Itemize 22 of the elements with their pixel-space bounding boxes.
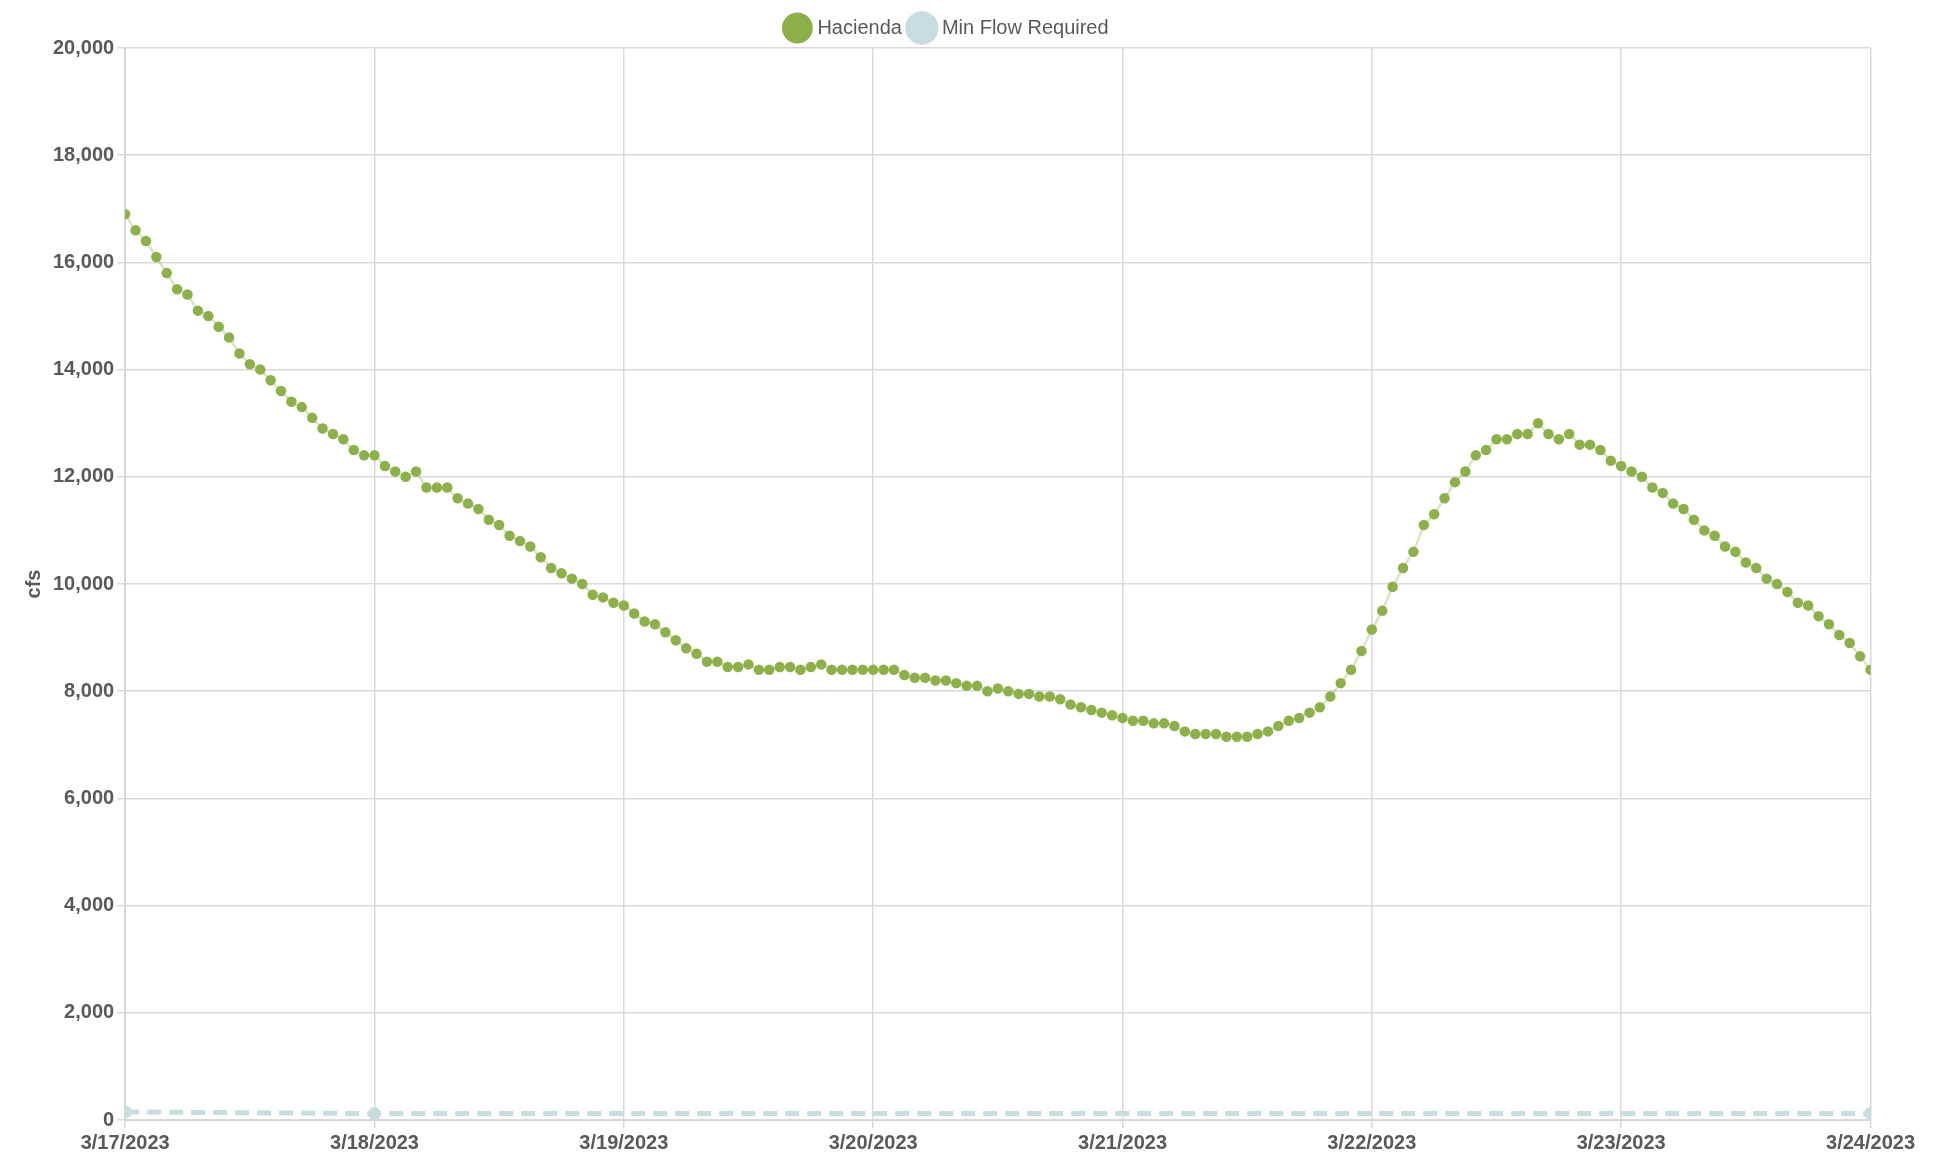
- y-tick-label: 18,000: [53, 142, 115, 165]
- legend-label: Min Flow Required: [941, 15, 1109, 38]
- x-tick-label: 3/23/2023: [1576, 1130, 1666, 1153]
- x-tick-label: 3/24/2023: [1826, 1130, 1915, 1153]
- y-tick-label: 4,000: [64, 893, 115, 916]
- legend-label: Hacienda: [817, 15, 903, 38]
- x-tick-label: 3/22/2023: [1327, 1130, 1417, 1153]
- y-tick-label: 12,000: [53, 464, 115, 487]
- y-tick-label: 2,000: [64, 1000, 115, 1023]
- y-tick-label: 8,000: [64, 678, 115, 701]
- y-tick-label: 16,000: [53, 249, 115, 272]
- y-tick-label: 20,000: [53, 35, 115, 58]
- y-axis-title: cfs: [21, 569, 44, 599]
- y-tick-label: 10,000: [53, 571, 115, 594]
- y-tick-label: 0: [103, 1107, 115, 1130]
- x-tick-label: 3/20/2023: [828, 1130, 918, 1153]
- x-tick-label: 3/19/2023: [579, 1130, 669, 1153]
- x-tick-label: 3/18/2023: [330, 1130, 419, 1153]
- x-tick-label: 3/21/2023: [1078, 1130, 1167, 1153]
- y-tick-label: 14,000: [53, 357, 115, 380]
- y-tick-label: 6,000: [64, 785, 115, 808]
- x-tick-label: 3/17/2023: [80, 1130, 170, 1153]
